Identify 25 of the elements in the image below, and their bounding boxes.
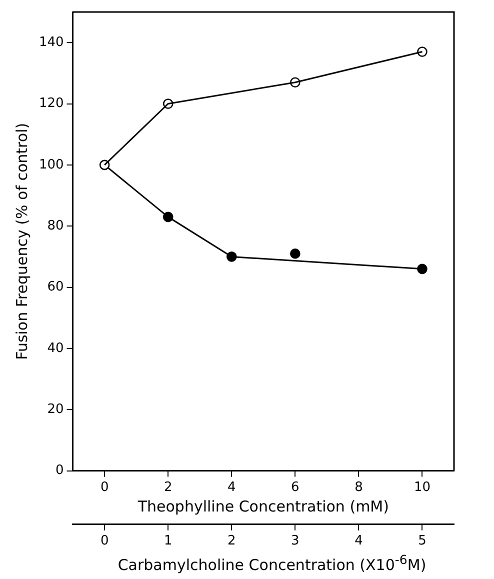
y-tick-label: 20 <box>47 402 64 417</box>
x2-tick-label: 0 <box>100 534 109 549</box>
x2-axis-title: Carbamylcholine Concentration (X10$^{-6}$M) <box>116 552 428 574</box>
y-tick-label: 140 <box>38 34 64 50</box>
point <box>290 248 300 259</box>
y-axis-title: Fusion Frequency (% of control) <box>12 122 31 360</box>
x2-tick-label: 1 <box>164 534 172 549</box>
x-tick-label: 10 <box>414 480 431 495</box>
x-axis-title: Theophylline Concentration (mM) <box>136 497 389 516</box>
x2-tick-label: 2 <box>228 534 236 549</box>
x2-tick-label: 5 <box>418 534 426 549</box>
y-tick-label: 0 <box>56 463 64 478</box>
y-tick-label: 100 <box>38 157 64 172</box>
x2-tick-label: 3 <box>291 534 300 549</box>
point <box>417 264 428 274</box>
x-tick-label: 4 <box>228 480 236 495</box>
x-tick-label: 8 <box>354 480 363 495</box>
x-tick-label: 2 <box>164 480 172 495</box>
y-tick-label: 60 <box>47 280 64 295</box>
y-tick-label: 40 <box>47 340 64 356</box>
x-tick-label: 0 <box>100 480 109 495</box>
y-tick-label: 120 <box>38 96 64 112</box>
x-tick-label: 6 <box>291 480 300 495</box>
x2-tick-label: 4 <box>354 534 363 549</box>
y-tick-label: 80 <box>47 218 64 234</box>
